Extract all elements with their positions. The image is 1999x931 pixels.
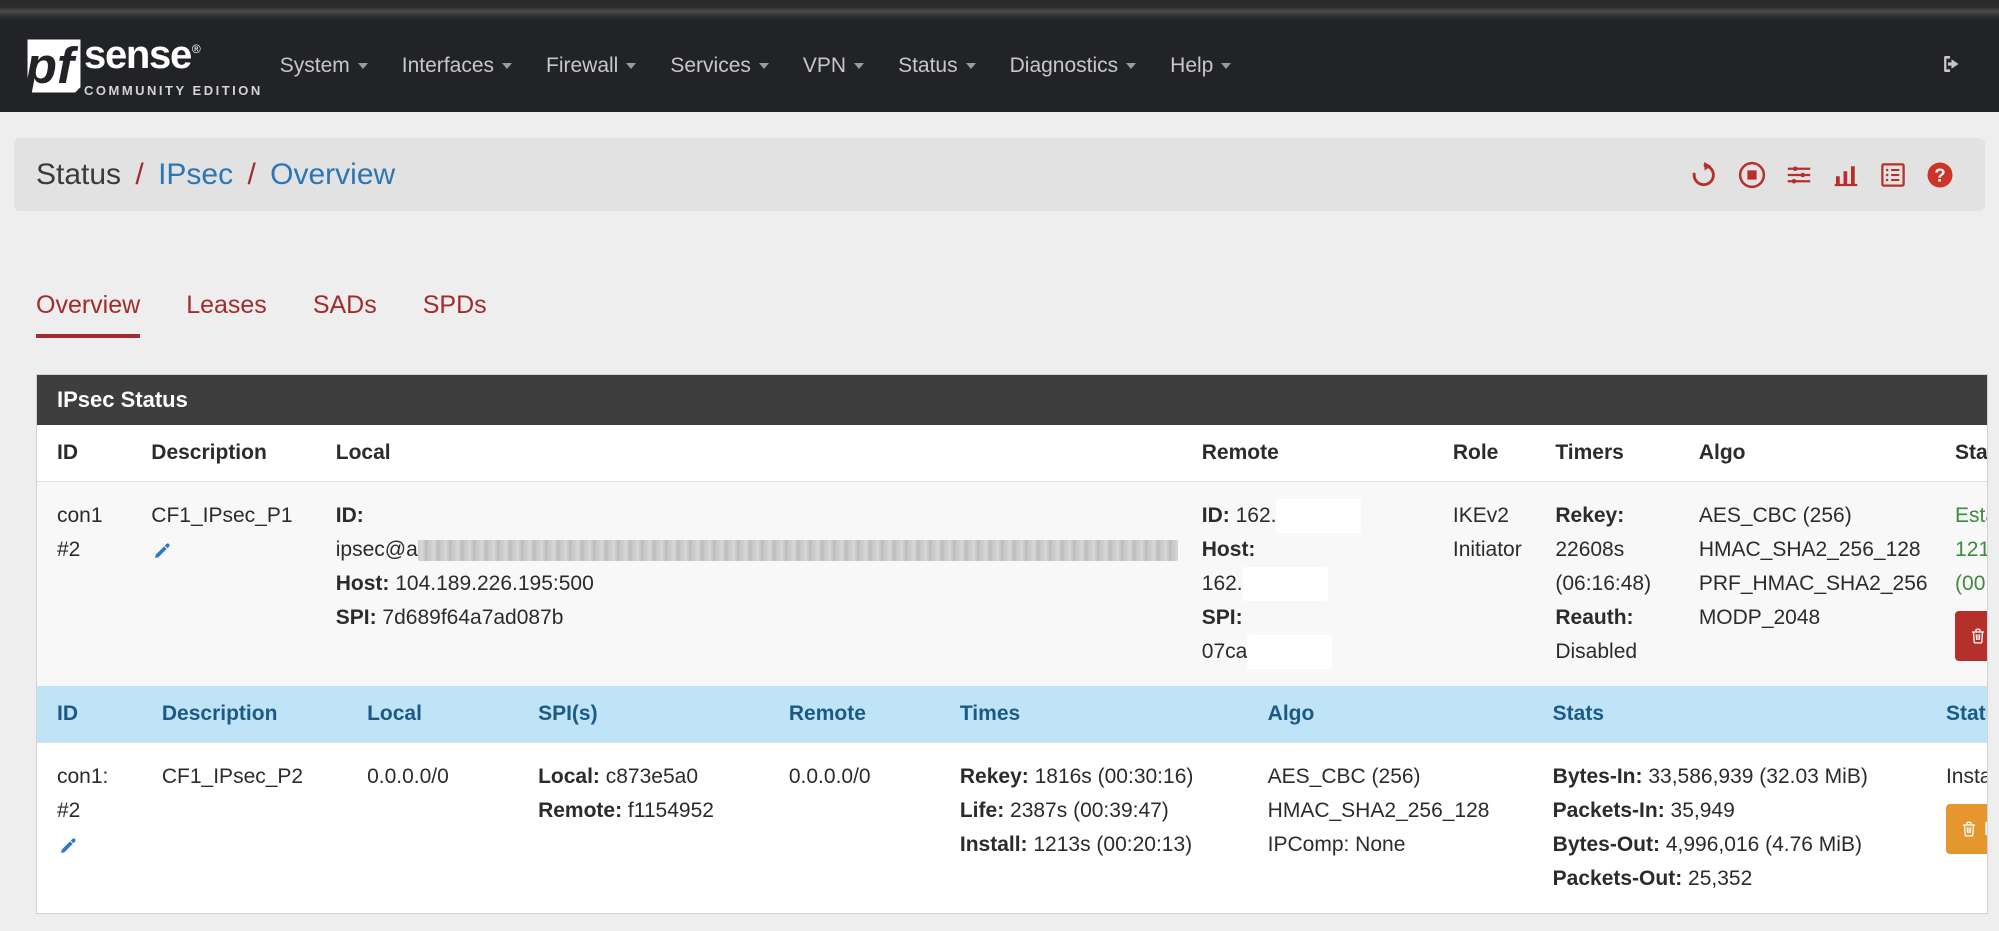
- svg-text:pf: pf: [24, 37, 79, 94]
- svg-text:?: ?: [1934, 164, 1945, 185]
